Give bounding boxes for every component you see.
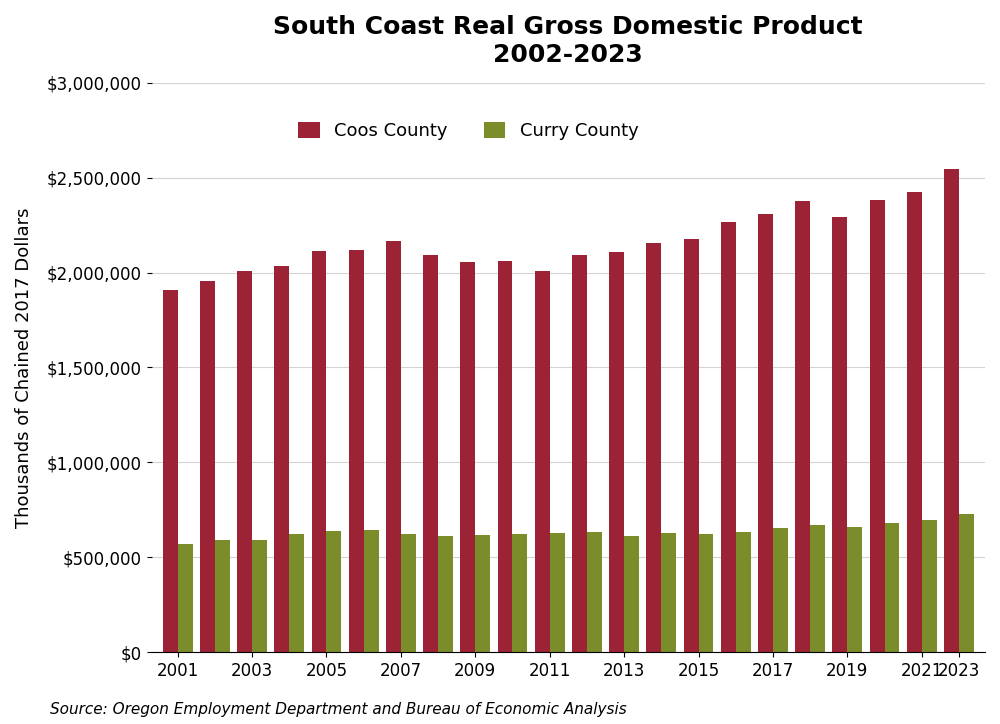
Bar — [438, 536, 453, 652]
Y-axis label: Thousands of Chained 2017 Dollars: Thousands of Chained 2017 Dollars — [15, 207, 33, 528]
Bar — [252, 540, 267, 652]
Bar — [460, 262, 475, 652]
Text: Source: Oregon Employment Department and Bureau of Economic Analysis: Source: Oregon Employment Department and… — [50, 702, 627, 717]
Bar — [200, 281, 215, 652]
Bar — [721, 222, 736, 652]
Bar — [832, 216, 847, 652]
Bar — [736, 531, 751, 652]
Bar — [312, 251, 326, 652]
Bar — [624, 536, 639, 652]
Bar — [550, 533, 565, 652]
Bar — [661, 533, 676, 652]
Bar — [587, 531, 602, 652]
Bar — [386, 241, 401, 652]
Bar — [423, 256, 438, 652]
Bar — [512, 534, 527, 652]
Bar — [572, 256, 587, 652]
Bar — [699, 534, 713, 652]
Bar — [922, 521, 937, 652]
Bar — [215, 540, 230, 652]
Bar — [870, 201, 885, 652]
Bar — [609, 252, 624, 652]
Bar — [498, 261, 512, 652]
Bar — [944, 169, 959, 652]
Bar — [289, 534, 304, 652]
Bar — [885, 523, 899, 652]
Bar — [810, 525, 825, 652]
Bar — [163, 290, 178, 652]
Bar — [646, 243, 661, 652]
Bar — [274, 266, 289, 652]
Bar — [475, 534, 490, 652]
Bar — [178, 544, 193, 652]
Bar — [959, 514, 974, 652]
Bar — [349, 250, 364, 652]
Bar — [795, 201, 810, 652]
Bar — [326, 531, 341, 652]
Title: South Coast Real Gross Domestic Product
2002-2023: South Coast Real Gross Domestic Product … — [273, 15, 863, 67]
Bar — [237, 271, 252, 652]
Bar — [847, 527, 862, 652]
Bar — [773, 528, 788, 652]
Legend: Coos County, Curry County: Coos County, Curry County — [291, 114, 646, 147]
Bar — [907, 192, 922, 652]
Bar — [364, 530, 379, 652]
Bar — [758, 214, 773, 652]
Bar — [401, 534, 416, 652]
Bar — [535, 271, 550, 652]
Bar — [684, 240, 699, 652]
